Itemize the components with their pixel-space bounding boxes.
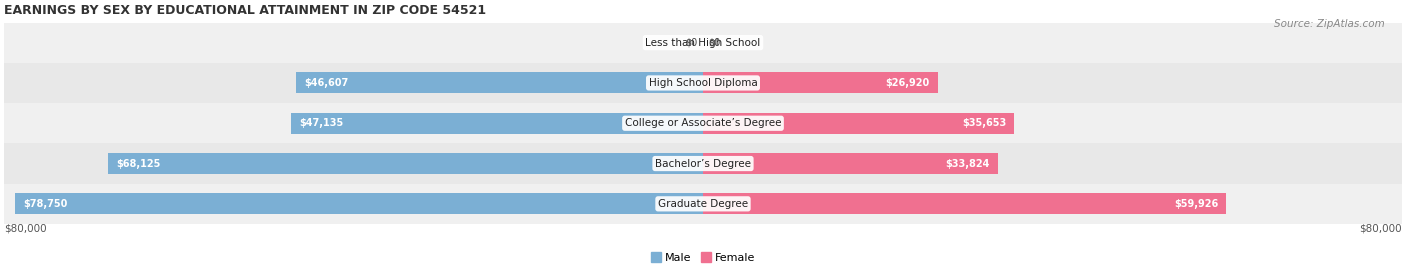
Bar bbox=[4, 103, 1402, 143]
Legend: Male, Female: Male, Female bbox=[651, 252, 755, 263]
Text: $26,920: $26,920 bbox=[886, 78, 929, 88]
Text: Bachelor’s Degree: Bachelor’s Degree bbox=[655, 159, 751, 169]
Text: Source: ZipAtlas.com: Source: ZipAtlas.com bbox=[1274, 19, 1385, 29]
Bar bbox=[703, 113, 1015, 134]
Text: $68,125: $68,125 bbox=[117, 159, 160, 169]
Text: Less than High School: Less than High School bbox=[645, 38, 761, 48]
Bar bbox=[4, 63, 1402, 103]
Text: $59,926: $59,926 bbox=[1174, 199, 1218, 209]
Text: $0: $0 bbox=[709, 38, 721, 48]
Text: $35,653: $35,653 bbox=[962, 118, 1007, 128]
Bar bbox=[4, 184, 1402, 224]
Bar bbox=[108, 153, 703, 174]
Text: $46,607: $46,607 bbox=[304, 78, 349, 88]
Text: $78,750: $78,750 bbox=[24, 199, 67, 209]
Bar bbox=[703, 153, 998, 174]
Bar bbox=[4, 143, 1402, 184]
Text: College or Associate’s Degree: College or Associate’s Degree bbox=[624, 118, 782, 128]
Bar bbox=[703, 72, 938, 94]
Text: $0: $0 bbox=[685, 38, 697, 48]
Text: $33,824: $33,824 bbox=[946, 159, 990, 169]
Text: High School Diploma: High School Diploma bbox=[648, 78, 758, 88]
Bar bbox=[703, 193, 1226, 214]
Text: $80,000: $80,000 bbox=[4, 224, 46, 234]
Bar bbox=[291, 113, 703, 134]
Bar bbox=[295, 72, 703, 94]
Text: $47,135: $47,135 bbox=[299, 118, 344, 128]
Text: Graduate Degree: Graduate Degree bbox=[658, 199, 748, 209]
Bar bbox=[15, 193, 703, 214]
Text: $80,000: $80,000 bbox=[1360, 224, 1402, 234]
Text: EARNINGS BY SEX BY EDUCATIONAL ATTAINMENT IN ZIP CODE 54521: EARNINGS BY SEX BY EDUCATIONAL ATTAINMEN… bbox=[4, 4, 486, 17]
Bar bbox=[4, 23, 1402, 63]
